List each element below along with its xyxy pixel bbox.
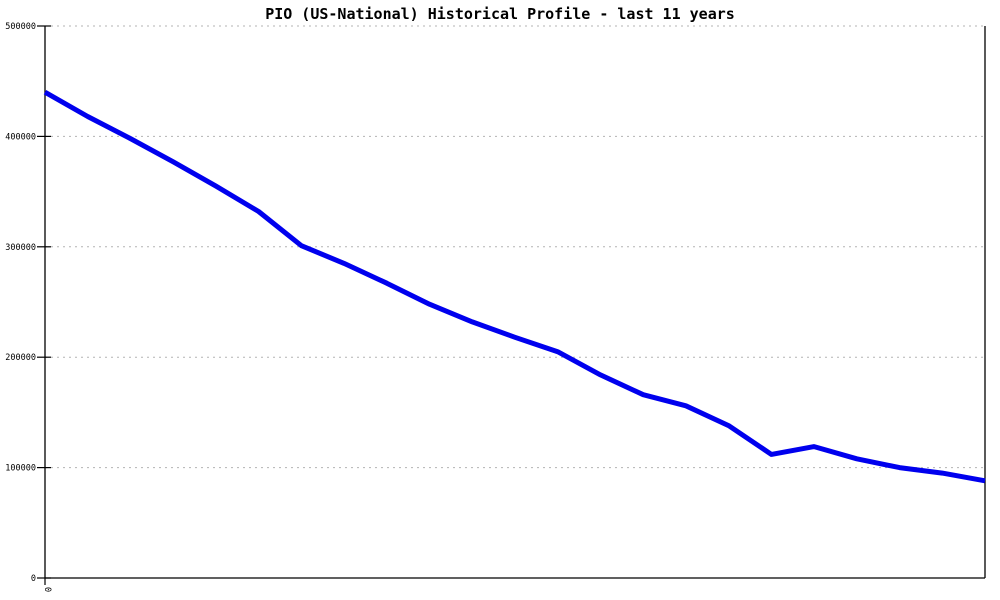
y-axis-label: 400000: [5, 132, 36, 142]
y-axis-label: 300000: [5, 243, 36, 253]
chart-title: PIO (US-National) Historical Profile - l…: [265, 5, 735, 23]
data-series-line: [43, 90, 986, 484]
y-axis-label: 200000: [5, 353, 36, 363]
y-axis-label: 0: [31, 574, 36, 584]
y-axis-label: 100000: [5, 464, 36, 474]
y-axis-label: 500000: [5, 22, 36, 32]
x-axis-label: 0: [42, 587, 52, 592]
